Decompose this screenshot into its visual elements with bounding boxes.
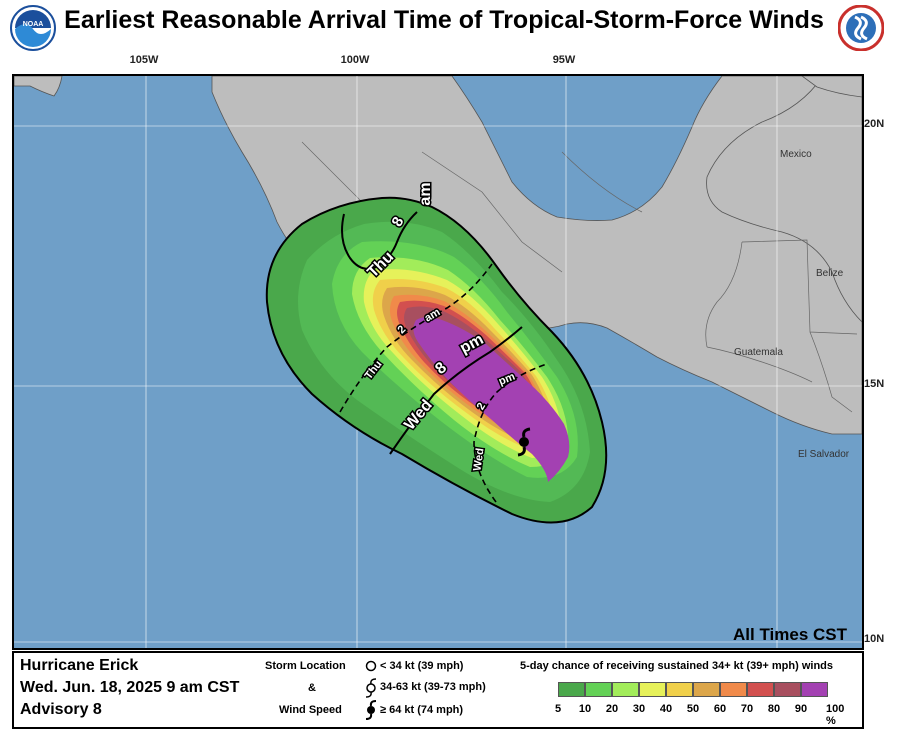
lon-label-105w: 105W	[129, 54, 159, 66]
scale-tick-label: 90	[794, 703, 808, 715]
map-panel: am 8 Thu am 2 Thu pm 8 Wed pm 2 Wed Mexi…	[12, 74, 864, 650]
scale-cell	[639, 682, 666, 697]
scale-tick-label: 10	[578, 703, 592, 715]
advisory-date: Wed. Jun. 18, 2025 9 am CST	[20, 679, 240, 696]
scale-tick-label: 30	[632, 703, 646, 715]
land-cuba	[801, 76, 862, 98]
lat-label-20n: 20N	[864, 118, 885, 130]
isochrones	[339, 211, 548, 503]
tropical-storm-icon	[365, 678, 377, 698]
map-svg: am 8 Thu am 2 Thu pm 8 Wed pm 2 Wed Mexi…	[14, 76, 862, 648]
scale-cell	[720, 682, 747, 697]
scale-tick-label: 100 %	[826, 703, 845, 727]
country-label-belize: Belize	[816, 268, 844, 279]
country-label-guatemala: Guatemala	[734, 347, 783, 358]
scale-cell	[666, 682, 693, 697]
nws-logo	[838, 5, 884, 51]
noaa-logo: NOAA	[10, 5, 56, 51]
time-label-wed2pm-wed: Wed	[471, 447, 486, 471]
scale-tick-label: 20	[605, 703, 619, 715]
country-label-mexico: Mexico	[780, 149, 812, 160]
storm-location-label: Storm Location	[265, 660, 346, 672]
scale-cell	[801, 682, 828, 697]
scale-cell	[747, 682, 774, 697]
wind-category-3: ≥ 64 kt (74 mph)	[380, 704, 464, 716]
wind-speed-label: Wind Speed	[279, 704, 342, 716]
scale-cell	[612, 682, 639, 697]
scale-tick-label: 40	[659, 703, 673, 715]
scale-tick-label: 80	[767, 703, 781, 715]
scale-tick-label: 5	[554, 703, 562, 715]
land-baja	[14, 76, 63, 97]
country-label-el-salvador: El Salvador	[798, 449, 850, 460]
land-yucatan	[706, 76, 862, 323]
time-label-thu8am-am: am	[417, 182, 434, 205]
svg-text:NOAA: NOAA	[23, 21, 44, 28]
country-labels: Mexico Belize Guatemala El Salvador	[734, 149, 850, 460]
lon-label-95w: 95W	[552, 54, 576, 66]
all-times-label: All Times CST	[733, 625, 848, 644]
wind-category-1: < 34 kt (39 mph)	[380, 660, 464, 672]
lat-label-15n: 15N	[864, 378, 885, 390]
scale-cell	[558, 682, 585, 697]
low-wind-icon	[365, 660, 377, 672]
scale-title: 5-day chance of receiving sustained 34+ …	[520, 660, 833, 672]
lon-label-100w: 100W	[340, 54, 370, 66]
borders	[301, 141, 858, 413]
advisory-number: Advisory 8	[20, 701, 102, 718]
wind-category-2: 34-63 kt (39-73 mph)	[380, 681, 486, 693]
legend-panel: Hurricane Erick Wed. Jun. 18, 2025 9 am …	[12, 651, 864, 729]
scale-tick-label: 60	[713, 703, 727, 715]
scale-tick-label: 70	[740, 703, 754, 715]
hurricane-icon	[517, 427, 531, 457]
scale-cell	[693, 682, 720, 697]
ampersand-label: &	[308, 682, 316, 694]
scale-cell	[585, 682, 612, 697]
lat-label-10n: 10N	[864, 633, 885, 645]
scale-tick-label: 50	[686, 703, 700, 715]
hurricane-legend-icon	[365, 700, 377, 720]
page-title: Earliest Reasonable Arrival Time of Trop…	[64, 6, 824, 34]
storm-name: Hurricane Erick	[20, 657, 139, 674]
scale-cell	[774, 682, 801, 697]
wind-symbols	[365, 660, 377, 720]
